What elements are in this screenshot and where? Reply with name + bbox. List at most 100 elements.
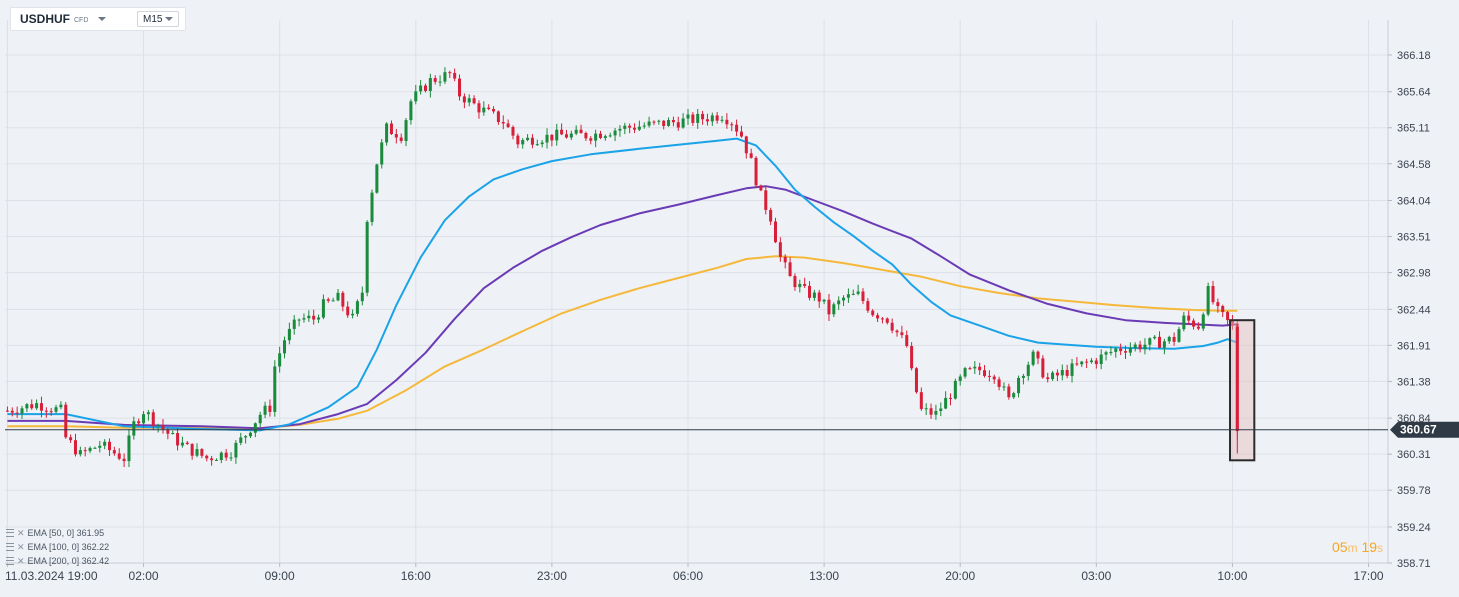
candle[interactable] bbox=[584, 131, 588, 142]
candle[interactable] bbox=[837, 296, 841, 310]
candle[interactable] bbox=[1046, 372, 1050, 383]
candle[interactable] bbox=[83, 447, 87, 457]
candle[interactable] bbox=[414, 84, 418, 105]
candle[interactable] bbox=[200, 448, 204, 459]
candle[interactable] bbox=[701, 110, 705, 125]
candle[interactable] bbox=[10, 407, 14, 417]
candle[interactable] bbox=[900, 325, 904, 339]
candle[interactable] bbox=[730, 122, 734, 132]
candle[interactable] bbox=[331, 297, 335, 302]
candle[interactable] bbox=[1075, 357, 1079, 367]
candle[interactable] bbox=[205, 454, 209, 462]
candle[interactable] bbox=[919, 387, 923, 411]
candle[interactable] bbox=[399, 133, 403, 144]
candle[interactable] bbox=[404, 118, 408, 147]
candle[interactable] bbox=[1211, 280, 1215, 305]
candle[interactable] bbox=[93, 446, 97, 449]
candle[interactable] bbox=[263, 401, 267, 419]
candle[interactable] bbox=[832, 302, 836, 318]
candle[interactable] bbox=[574, 125, 578, 136]
candle[interactable] bbox=[283, 336, 287, 359]
candle[interactable] bbox=[492, 106, 496, 114]
candle[interactable] bbox=[803, 277, 807, 288]
candle[interactable] bbox=[317, 314, 321, 324]
candle[interactable] bbox=[54, 404, 58, 414]
candle[interactable] bbox=[229, 452, 233, 462]
candle[interactable] bbox=[842, 295, 846, 307]
candle[interactable] bbox=[307, 310, 311, 322]
candle[interactable] bbox=[49, 407, 53, 416]
candle[interactable] bbox=[749, 148, 753, 159]
candle[interactable] bbox=[1070, 358, 1074, 383]
candle[interactable] bbox=[258, 411, 262, 428]
candle[interactable] bbox=[496, 110, 500, 125]
candle[interactable] bbox=[812, 289, 816, 301]
drag-handle-icon[interactable] bbox=[6, 543, 14, 551]
candle[interactable] bbox=[895, 329, 899, 337]
candle[interactable] bbox=[778, 237, 782, 262]
candle[interactable] bbox=[1162, 338, 1166, 355]
candle[interactable] bbox=[987, 370, 991, 382]
candle[interactable] bbox=[598, 130, 602, 140]
candle[interactable] bbox=[1123, 345, 1128, 359]
candle[interactable] bbox=[910, 342, 914, 371]
candle[interactable] bbox=[822, 299, 826, 305]
candle[interactable] bbox=[1051, 370, 1055, 381]
candle[interactable] bbox=[1230, 315, 1234, 330]
candle[interactable] bbox=[467, 94, 471, 107]
close-icon[interactable]: ✕ bbox=[17, 542, 25, 552]
candle[interactable] bbox=[151, 409, 155, 431]
candle[interactable] bbox=[156, 423, 160, 433]
candle[interactable] bbox=[25, 403, 29, 413]
candle[interactable] bbox=[783, 254, 787, 269]
candle[interactable] bbox=[1201, 312, 1205, 331]
candle[interactable] bbox=[146, 409, 150, 421]
candle[interactable] bbox=[953, 378, 957, 400]
candle[interactable] bbox=[64, 402, 68, 439]
candle[interactable] bbox=[195, 443, 199, 458]
candle[interactable] bbox=[1133, 342, 1137, 352]
candle[interactable] bbox=[720, 115, 724, 123]
close-icon[interactable]: ✕ bbox=[17, 528, 25, 538]
candle[interactable] bbox=[628, 123, 632, 134]
candle[interactable] bbox=[419, 79, 423, 95]
candle[interactable] bbox=[696, 109, 700, 129]
candle[interactable] bbox=[773, 217, 778, 244]
candle[interactable] bbox=[477, 100, 481, 119]
candle[interactable] bbox=[686, 108, 690, 125]
candle[interactable] bbox=[662, 120, 666, 130]
candle[interactable] bbox=[69, 434, 73, 444]
candle[interactable] bbox=[1128, 342, 1132, 356]
candle[interactable] bbox=[934, 404, 938, 420]
candle[interactable] bbox=[594, 129, 598, 148]
candle[interactable] bbox=[623, 122, 627, 135]
candle[interactable] bbox=[302, 313, 306, 323]
candle[interactable] bbox=[394, 128, 398, 144]
candle[interactable] bbox=[1012, 391, 1016, 400]
candle[interactable] bbox=[642, 122, 646, 129]
candle[interactable] bbox=[1060, 364, 1064, 381]
candle[interactable] bbox=[1031, 349, 1035, 367]
candle[interactable] bbox=[487, 104, 491, 111]
candle[interactable] bbox=[176, 428, 180, 451]
candle[interactable] bbox=[380, 138, 384, 169]
candle[interactable] bbox=[710, 112, 714, 126]
candle[interactable] bbox=[876, 312, 880, 323]
candle[interactable] bbox=[1216, 298, 1220, 313]
candle[interactable] bbox=[482, 101, 486, 116]
candle[interactable] bbox=[375, 163, 379, 194]
candle[interactable] bbox=[744, 135, 748, 159]
candle[interactable] bbox=[1055, 369, 1059, 381]
candle[interactable] bbox=[808, 281, 812, 301]
candle[interactable] bbox=[142, 411, 146, 429]
candle[interactable] bbox=[817, 289, 821, 308]
candle[interactable] bbox=[545, 128, 549, 149]
candle[interactable] bbox=[1089, 358, 1093, 364]
candle[interactable] bbox=[1017, 375, 1021, 398]
candle[interactable] bbox=[793, 273, 797, 291]
candle[interactable] bbox=[691, 112, 695, 126]
candle[interactable] bbox=[453, 68, 457, 82]
candle[interactable] bbox=[326, 297, 330, 303]
candle[interactable] bbox=[127, 429, 131, 468]
candle[interactable] bbox=[458, 74, 462, 101]
